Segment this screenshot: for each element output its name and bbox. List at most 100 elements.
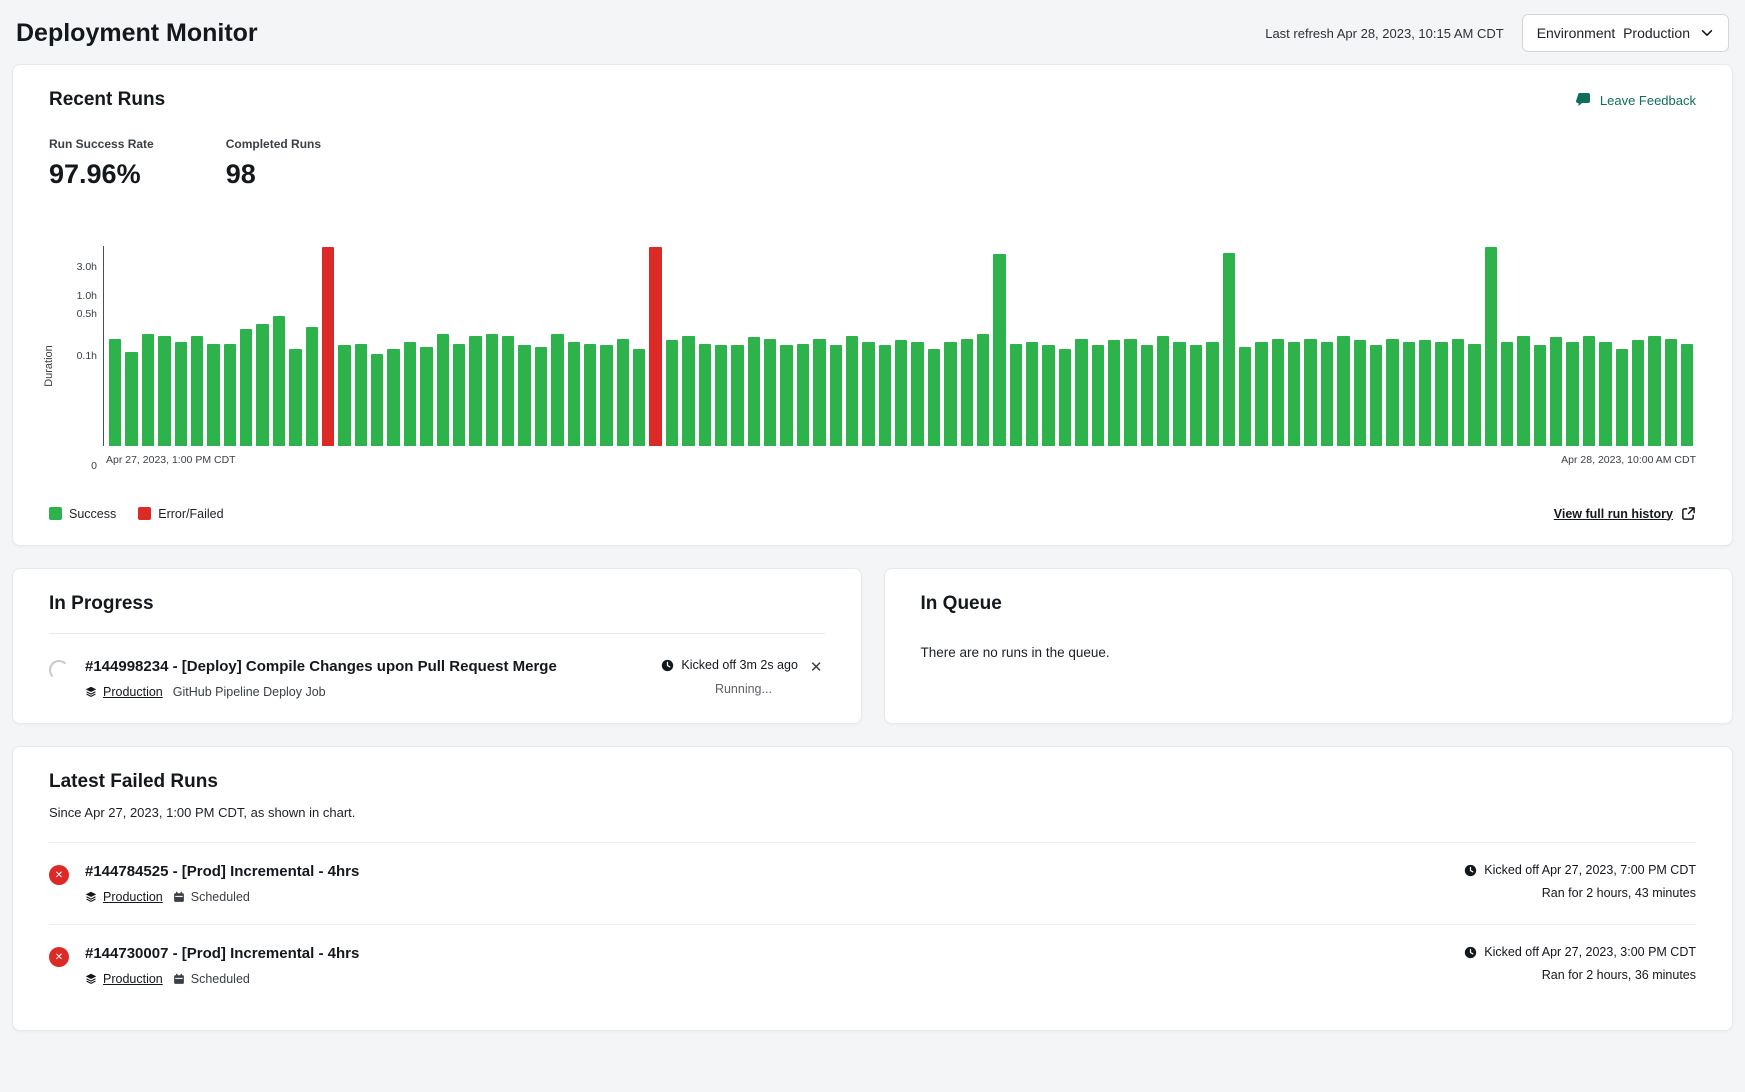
chart-bar-success[interactable] — [1500, 341, 1514, 446]
chart-bar-success[interactable] — [796, 343, 810, 446]
chart-bar-success[interactable] — [1468, 343, 1481, 446]
chart-bar-success[interactable] — [1271, 338, 1284, 446]
chart-bar-success[interactable] — [1517, 336, 1530, 446]
chart-bar-failed[interactable] — [649, 247, 662, 446]
chart-bar-success[interactable] — [862, 341, 875, 446]
chart-bar-success[interactable] — [747, 337, 760, 446]
chart-bar-success[interactable] — [1304, 338, 1317, 446]
chart-bar-success[interactable] — [371, 354, 384, 446]
chart-bar-success[interactable] — [387, 349, 400, 446]
chart-bar-success[interactable] — [1435, 341, 1448, 446]
chart-bar-success[interactable] — [109, 338, 122, 446]
chart-bar-success[interactable] — [1664, 338, 1677, 446]
chart-bar-success[interactable] — [993, 254, 1006, 446]
chart-bar-success[interactable] — [190, 336, 204, 446]
chart-bar-success[interactable] — [1484, 247, 1497, 446]
chart-bar-success[interactable] — [1648, 336, 1661, 446]
chart-bar-success[interactable] — [305, 327, 318, 446]
chart-bar-success[interactable] — [403, 341, 417, 446]
view-full-run-history-link[interactable]: View full run history — [1554, 506, 1696, 521]
chart-bar-success[interactable] — [911, 341, 924, 446]
chart-bar-success[interactable] — [174, 341, 187, 446]
chart-bar-success[interactable] — [1124, 338, 1137, 446]
chart-bar-success[interactable] — [895, 340, 908, 446]
chart-bar-success[interactable] — [1337, 336, 1350, 446]
chart-bar-success[interactable] — [1386, 338, 1399, 446]
chart-bar-success[interactable] — [1631, 340, 1645, 446]
chart-bar-success[interactable] — [420, 347, 433, 446]
chart-bar-success[interactable] — [125, 351, 138, 446]
chart-bar-success[interactable] — [1173, 341, 1186, 446]
chart-bar-success[interactable] — [223, 343, 236, 446]
chart-bar-success[interactable] — [616, 338, 629, 446]
chart-bar-success[interactable] — [731, 345, 744, 446]
environment-dropdown[interactable]: Environment Production — [1521, 14, 1729, 52]
environment-link[interactable]: Production — [85, 685, 163, 699]
chart-bar-success[interactable] — [256, 323, 269, 446]
chart-bar-success[interactable] — [1140, 345, 1153, 446]
chart-bar-success[interactable] — [1091, 345, 1104, 446]
chart-bar-success[interactable] — [1288, 341, 1301, 446]
chart-bar-success[interactable] — [272, 315, 286, 446]
chart-bar-success[interactable] — [813, 338, 826, 446]
chart-bar-success[interactable] — [1206, 341, 1219, 446]
chart-bar-success[interactable] — [338, 345, 351, 446]
chart-bar-success[interactable] — [845, 336, 859, 446]
chart-bar-success[interactable] — [1058, 349, 1072, 446]
leave-feedback-link[interactable]: Leave Feedback — [1575, 92, 1696, 108]
chart-bar-success[interactable] — [1189, 345, 1203, 446]
chart-bar-success[interactable] — [714, 345, 728, 446]
chart-bar-success[interactable] — [682, 336, 695, 446]
chart-bar-success[interactable] — [1107, 340, 1121, 446]
chart-bar-success[interactable] — [1681, 343, 1694, 446]
chart-bar-success[interactable] — [1320, 341, 1334, 446]
chart-bar-success[interactable] — [927, 349, 941, 446]
chart-bar-success[interactable] — [469, 336, 482, 446]
chart-bar-success[interactable] — [1369, 345, 1383, 446]
chart-bar-success[interactable] — [1533, 345, 1546, 446]
chart-bar-success[interactable] — [1451, 338, 1465, 446]
chart-bar-success[interactable] — [485, 333, 498, 446]
chart-bar-success[interactable] — [1582, 336, 1596, 446]
chart-bar-success[interactable] — [551, 333, 564, 446]
chart-bar-success[interactable] — [960, 338, 973, 446]
environment-link[interactable]: Production — [85, 972, 163, 986]
chart-bar-success[interactable] — [1075, 338, 1088, 446]
chart-bar-success[interactable] — [1042, 345, 1055, 446]
chart-bar-success[interactable] — [158, 336, 171, 446]
chart-bar-success[interactable] — [1026, 341, 1039, 446]
chart-bar-success[interactable] — [207, 343, 220, 446]
chart-bar-success[interactable] — [878, 345, 891, 446]
chart-bar-success[interactable] — [354, 343, 367, 446]
chart-bar-success[interactable] — [1255, 341, 1268, 446]
chart-bar-success[interactable] — [780, 345, 793, 446]
chart-bar-success[interactable] — [1222, 253, 1235, 446]
chart-bar-success[interactable] — [240, 329, 253, 446]
chart-bar-success[interactable] — [436, 333, 449, 446]
chart-bar-success[interactable] — [1566, 341, 1579, 446]
cancel-run-button[interactable]: ✕ — [809, 659, 823, 676]
chart-bar-success[interactable] — [665, 340, 679, 446]
chart-bar-success[interactable] — [1353, 340, 1366, 446]
chart-bar-success[interactable] — [633, 349, 646, 446]
chart-bar-success[interactable] — [1615, 349, 1628, 446]
chart-bar-success[interactable] — [534, 347, 548, 446]
chart-bar-success[interactable] — [1550, 337, 1563, 446]
chart-bar-success[interactable] — [600, 345, 613, 446]
chart-bar-success[interactable] — [583, 343, 597, 446]
chart-bar-success[interactable] — [1402, 341, 1415, 446]
chart-bar-success[interactable] — [764, 338, 777, 446]
chart-bar-success[interactable] — [502, 336, 515, 446]
chart-bar-success[interactable] — [141, 333, 155, 446]
chart-bar-success[interactable] — [518, 345, 531, 446]
chart-bar-success[interactable] — [698, 343, 711, 446]
chart-bar-success[interactable] — [567, 341, 580, 446]
chart-bar-success[interactable] — [289, 349, 302, 446]
chart-bar-success[interactable] — [1419, 340, 1432, 446]
environment-link[interactable]: Production — [85, 890, 163, 904]
chart-bar-failed[interactable] — [321, 247, 335, 446]
chart-bar-success[interactable] — [452, 343, 466, 446]
chart-bar-success[interactable] — [1599, 341, 1612, 446]
chart-bar-success[interactable] — [976, 333, 990, 446]
chart-bar-success[interactable] — [1157, 336, 1170, 446]
